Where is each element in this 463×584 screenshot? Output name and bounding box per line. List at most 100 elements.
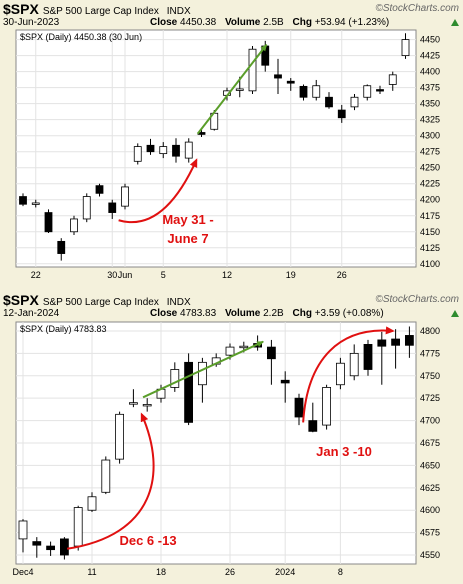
candle: [248, 46, 257, 95]
candle-down: [274, 74, 282, 79]
y-tick-label: 4325: [420, 115, 440, 125]
x-tick-label: 26: [337, 270, 347, 280]
x-tick-label: 18: [156, 567, 166, 577]
exchange: INDX: [166, 6, 191, 17]
stats-line: Close 4783.83 Volume 2.2B Chg +3.59 (+0.…: [150, 308, 384, 319]
symbol: $SPX: [3, 1, 39, 17]
legend-text: $SPX (Daily) 4450.38 (30 Jun): [20, 32, 142, 42]
candle: [133, 143, 142, 165]
candle: [95, 183, 104, 197]
candle-up: [18, 520, 28, 540]
candle: [391, 329, 401, 369]
y-tick-label: 4175: [420, 211, 440, 221]
x-tick-label: 22: [31, 270, 41, 280]
y-tick-label: 4650: [420, 460, 440, 470]
y-tick-label: 4400: [420, 67, 440, 77]
annotation-jan3-10: Jan 3 -10: [316, 444, 372, 459]
chg-value: +53.94 (+1.23%): [314, 17, 390, 28]
candle-up: [322, 387, 332, 426]
candle: [108, 199, 117, 219]
y-tick-label: 4600: [420, 505, 440, 515]
y-tick-label: 4375: [420, 83, 440, 93]
candle-down: [172, 144, 180, 157]
candle-down: [337, 109, 346, 119]
x-tick-label: Jun: [118, 270, 133, 280]
candle: [44, 209, 53, 234]
candle-up: [87, 496, 97, 511]
candle-down: [57, 240, 66, 254]
up-arrow-icon: [451, 310, 459, 317]
candle-up: [401, 39, 410, 57]
candle-down: [376, 89, 384, 92]
symbol-header: $SPX S&P 500 Large Cap Index INDX: [3, 292, 191, 308]
candle: [172, 138, 180, 163]
volume-value: 2.2B: [263, 308, 284, 319]
stats-line: Close 4450.38 Volume 2.5B Chg +53.94 (+1…: [150, 17, 389, 28]
candle: [299, 84, 308, 101]
y-tick-label: 4675: [420, 438, 440, 448]
x-tick-label: Dec4: [12, 567, 33, 577]
candle: [280, 371, 290, 403]
candlestick-chart-2: 4550 4575 4600 4625 4650 4675 4700 4725 4750 4775…: [12, 321, 440, 577]
candle-up: [31, 202, 40, 205]
candle: [322, 384, 332, 430]
plot-area: [15, 29, 417, 268]
candle: [82, 193, 91, 223]
volume-label: Volume: [224, 308, 261, 319]
candle: [401, 33, 410, 59]
volume-value: 2.5B: [263, 17, 284, 28]
chg-label: Chg: [292, 17, 312, 28]
red-curved-arrow: [118, 158, 198, 224]
candle-up: [350, 96, 359, 108]
y-tick-label: 4425: [420, 51, 440, 61]
x-tick-label: 8: [338, 567, 343, 577]
chart-panel-june-2023: $SPX S&P 500 Large Cap Index INDX ©StockC…: [0, 0, 463, 290]
candle-down: [286, 80, 295, 84]
x-tick-label: 30: [107, 270, 117, 280]
candle: [197, 357, 207, 403]
chart-date: 30-Jun-2023: [3, 17, 60, 28]
candle-down: [391, 338, 401, 346]
candle: [312, 79, 321, 101]
candle: [363, 339, 373, 376]
candle-down: [377, 339, 387, 347]
candle: [350, 94, 359, 111]
candle-down: [46, 545, 55, 551]
y-tick-label: 4625: [420, 483, 440, 493]
candle: [18, 519, 28, 553]
y-tick-label: 4450: [420, 35, 440, 45]
candle-up: [197, 361, 207, 386]
candle: [294, 393, 304, 426]
candle-down: [308, 420, 318, 432]
candlestick-chart-1: 4100 4125 4150 4175 4200 4225 4250 4275 4300 4325…: [15, 29, 440, 280]
y-tick-label: 4125: [420, 243, 440, 253]
candle: [159, 142, 168, 159]
candle-up: [115, 413, 124, 460]
candle: [115, 411, 124, 464]
exchange: INDX: [166, 297, 191, 308]
candle-up: [101, 459, 111, 493]
candle-up: [82, 196, 91, 220]
candle: [70, 215, 78, 235]
candle-down: [294, 397, 304, 418]
chg-label: Chg: [292, 308, 312, 319]
candle: [57, 238, 66, 261]
candle-down: [266, 346, 276, 360]
brand-watermark: ©StockCharts.com: [375, 3, 459, 14]
candle-down: [299, 85, 308, 98]
candle: [87, 492, 97, 513]
chart-date: 12-Jan-2024: [3, 308, 60, 319]
candle-up: [349, 352, 359, 377]
candle-down: [184, 361, 194, 423]
legend-text: $SPX (Daily) 4783.83: [20, 324, 107, 334]
candle: [274, 58, 282, 95]
candle-up: [363, 85, 372, 98]
candle-down: [280, 379, 290, 384]
candle-up: [335, 362, 345, 386]
candle: [376, 85, 384, 95]
candle: [128, 389, 138, 408]
index-name: S&P 500 Large Cap Index: [42, 6, 159, 17]
close-value: 4450.38: [180, 17, 217, 28]
y-tick-label: 4575: [420, 528, 440, 538]
y-tick-label: 4775: [420, 348, 440, 358]
